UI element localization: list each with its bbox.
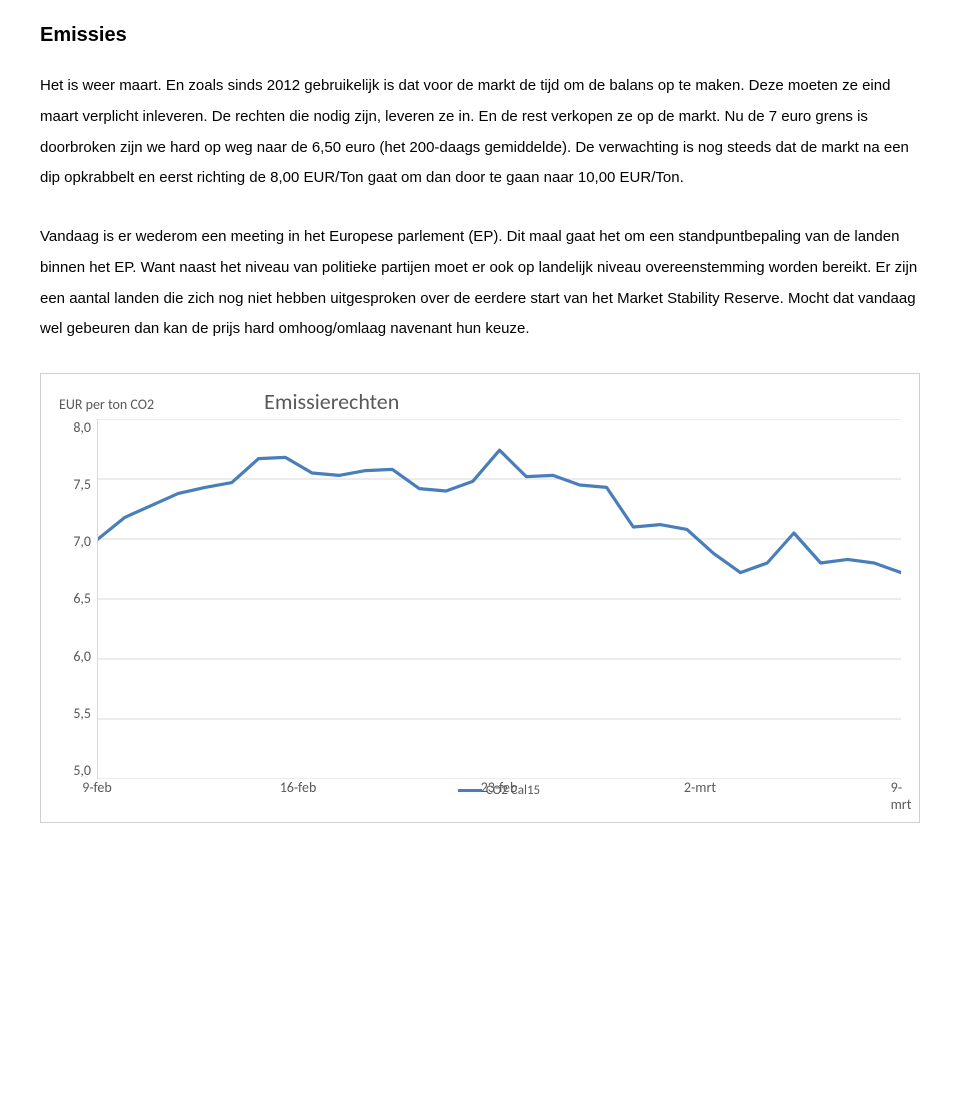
y-tick: 7,0 bbox=[73, 533, 91, 550]
y-tick: 6,0 bbox=[73, 648, 91, 665]
chart-plot-area bbox=[97, 419, 901, 779]
x-tick: 23-feb bbox=[481, 779, 518, 796]
paragraph-1: Het is weer maart. En zoals sinds 2012 g… bbox=[40, 71, 920, 194]
y-tick: 6,5 bbox=[73, 590, 91, 607]
y-tick: 8,0 bbox=[73, 419, 91, 436]
x-tick: 9-mrt bbox=[891, 779, 912, 813]
x-tick: 16-feb bbox=[280, 779, 317, 796]
x-tick: 2-mrt bbox=[684, 779, 716, 796]
chart-title: Emissierechten bbox=[264, 388, 399, 415]
x-tick: 9-feb bbox=[82, 779, 112, 796]
y-tick: 5,5 bbox=[73, 705, 91, 722]
paragraph-2: Vandaag is er wederom een meeting in het… bbox=[40, 222, 920, 345]
emissions-chart: EUR per ton CO2 Emissierechten 8,0 7,5 7,0… bbox=[40, 373, 920, 823]
y-tick: 7,5 bbox=[73, 476, 91, 493]
y-tick: 5,0 bbox=[73, 762, 91, 779]
page-title: Emissies bbox=[40, 24, 920, 47]
chart-y-unit: EUR per ton CO2 bbox=[59, 396, 154, 413]
chart-y-axis: 8,0 7,5 7,0 6,5 6,0 5,5 5,0 bbox=[59, 419, 97, 779]
chart-x-axis: 9-feb16-feb23-feb2-mrt9-mrt bbox=[97, 779, 901, 799]
